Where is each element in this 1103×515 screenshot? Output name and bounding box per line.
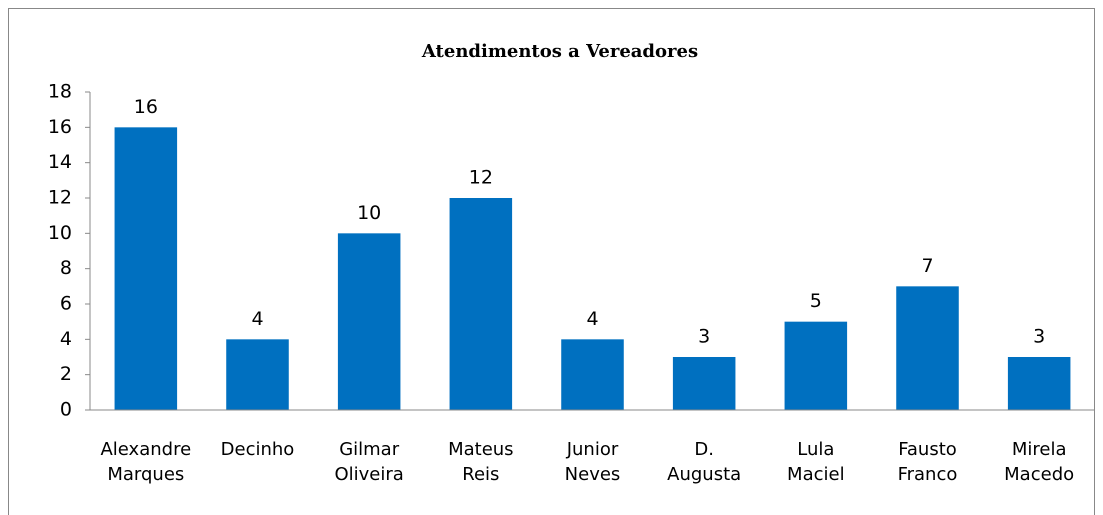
value-label: 10 [357, 202, 381, 224]
x-tick-label: Lula Maciel [787, 439, 845, 485]
chart-title: Atendimentos a Vereadores [421, 41, 698, 62]
y-tick-label: 0 [60, 399, 72, 421]
y-tick-label: 14 [48, 151, 72, 173]
value-label: 16 [134, 96, 158, 118]
x-tick-label: Decinho [220, 439, 295, 460]
x-tick-label: D. Augusta [667, 439, 742, 485]
y-tick-label: 18 [48, 81, 72, 103]
y-tick-label: 16 [48, 116, 72, 138]
x-tick-label: Gilmar Oliveira [334, 439, 404, 485]
y-tick-label: 2 [60, 363, 72, 385]
x-tick-label: Fausto Franco [897, 439, 958, 485]
value-label: 5 [810, 290, 822, 312]
value-label: 7 [921, 255, 933, 277]
value-label: 3 [698, 326, 710, 348]
value-label: 12 [469, 167, 493, 189]
bar [561, 339, 624, 410]
x-tick-label: Junior Neves [564, 439, 621, 485]
bar [449, 198, 513, 410]
x-tick-label: Mateus Reis [448, 439, 514, 485]
bar [226, 339, 289, 410]
bar [784, 321, 848, 410]
value-label: 4 [251, 308, 263, 330]
y-tick-label: 6 [60, 293, 72, 315]
chart-frame [8, 8, 1095, 515]
y-tick-label: 8 [60, 257, 72, 279]
value-label: 3 [1033, 326, 1045, 348]
bar [337, 233, 401, 410]
bar [672, 357, 736, 410]
x-tick-label: Mirela Macedo [1004, 439, 1075, 485]
bar [896, 286, 959, 410]
y-tick-label: 10 [48, 222, 72, 244]
bar [114, 127, 178, 410]
value-label: 4 [586, 308, 598, 330]
x-tick-label: Alexandre Marques [100, 439, 192, 485]
bar [1007, 357, 1071, 410]
y-tick-label: 12 [48, 187, 72, 209]
y-tick-label: 4 [60, 328, 72, 350]
